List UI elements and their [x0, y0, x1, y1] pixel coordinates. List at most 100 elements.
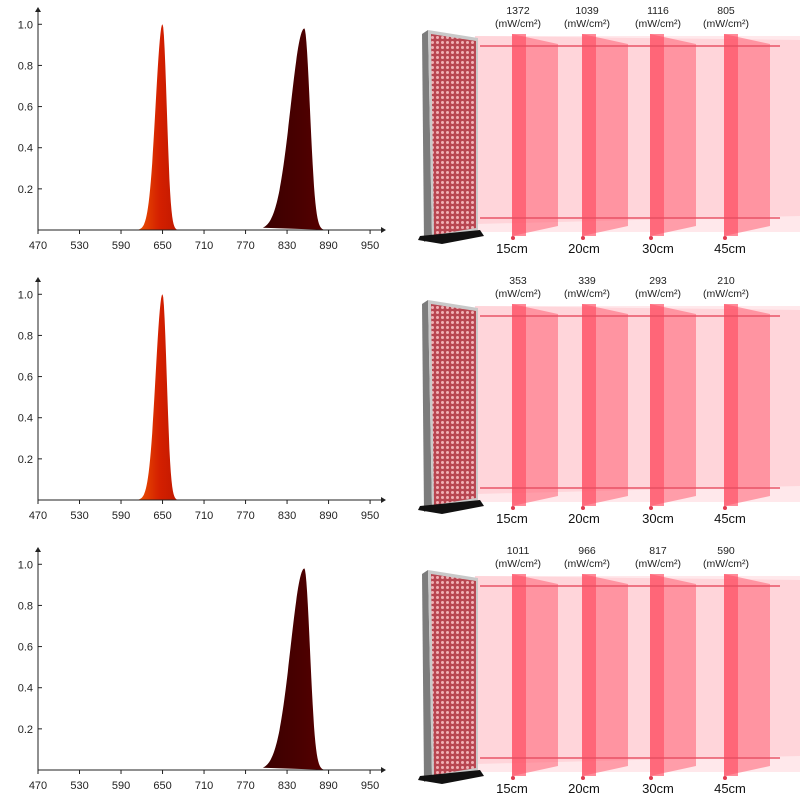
distance-label: 20cm: [568, 781, 600, 796]
distance-marker: [649, 236, 653, 240]
panel-stand: [418, 770, 484, 784]
x-tick-label: 770: [236, 780, 254, 792]
y-tick-label: 1.0: [18, 289, 33, 301]
irradiance-diagram: 1372 (mW/cm²) 1039 (mW/cm²) 1116 (mW/cm²) 805(…: [400, 0, 800, 266]
spectrum-svg: 470 530 590 650 710 770 830 890 950 0.2 0.4 0.6 0.8 1…: [18, 277, 386, 522]
irradiance-value: 1011: [507, 545, 530, 557]
x-tick-label: 590: [112, 510, 130, 522]
panel-stand: [418, 230, 484, 244]
x-tick-label: 470: [29, 240, 47, 252]
distance-plane: [649, 304, 696, 510]
irradiance-unit: (mW/cm²): [635, 558, 681, 570]
y-tick-label: 0.2: [18, 454, 33, 466]
distance-marker: [649, 506, 653, 510]
distance-plane: [581, 34, 628, 240]
irradiance-value: 353: [509, 275, 527, 287]
x-tick-label: 470: [29, 510, 47, 522]
x-tick-label: 890: [319, 780, 337, 792]
irradiance-value: 210: [717, 275, 735, 287]
x-tick-label: 710: [195, 780, 213, 792]
light-panel-image: [418, 570, 484, 784]
x-tick-label: 770: [236, 510, 254, 522]
distance-marker: [511, 506, 515, 510]
panel-row-1: 470 530 590 650 710 770 830 890 950 0.2 0.4 0.6 0.8 1…: [0, 0, 800, 266]
spectrum-peak-area: [262, 28, 332, 231]
x-tick-label: 950: [361, 780, 379, 792]
x-tick-label: 530: [70, 780, 88, 792]
distance-marker: [723, 776, 727, 780]
y-tick-label: 1.0: [18, 19, 33, 31]
x-axis-arrow: [381, 227, 386, 233]
y-tick-label: 0.4: [18, 143, 33, 155]
x-axis-arrow: [381, 767, 386, 773]
x-tick-label: 890: [319, 510, 337, 522]
y-tick-label: 0.6: [18, 102, 33, 114]
x-tick-label: 590: [112, 780, 130, 792]
x-tick-label: 530: [70, 240, 88, 252]
y-tick-label: 0.4: [18, 683, 33, 695]
y-axis-arrow: [35, 547, 41, 552]
irradiance-value: 1116: [647, 5, 669, 17]
panel-row-2: 470 530 590 650 710 770 830 890 950 0.2 0.4 0.6 0.8 1…: [0, 270, 800, 536]
x-tick-label: 710: [195, 510, 213, 522]
irradiance-value: 339: [578, 275, 596, 287]
irradiance-value: 1372: [506, 5, 530, 17]
y-tick-label: 0.6: [18, 642, 33, 654]
x-axis-arrow: [381, 497, 386, 503]
distance-marker: [581, 236, 585, 240]
x-tick-label: 950: [361, 510, 379, 522]
irradiance-unit: (mW/cm²): [495, 288, 541, 300]
irradiance-value: 293: [649, 275, 667, 287]
irradiance-unit: (mW/cm²): [703, 288, 749, 300]
irradiance-value: 1039: [575, 5, 599, 17]
irradiance-svg: 353(mW/cm²)339(mW/cm²)293(mW/cm²)210(mW/…: [418, 275, 800, 526]
distance-plane: [649, 574, 696, 780]
x-tick-label: 650: [153, 510, 171, 522]
y-tick-label: 0.2: [18, 724, 33, 736]
irradiance-value: 966: [578, 545, 596, 557]
irradiance-svg: 1372(mW/cm²)1039(mW/cm²)1116(mW/cm²)805(…: [418, 5, 800, 256]
spectrum-chart: 470 530 590 650 710 770 830 890 950 0.2 0.4 0.6 0.8 1…: [0, 0, 400, 266]
x-tick-label: 890: [319, 240, 337, 252]
y-tick-label: 0.8: [18, 330, 33, 342]
x-tick-label: 950: [361, 240, 379, 252]
distance-plane: [581, 304, 628, 510]
spectrum-chart: 470 530 590 650 710 770 830 890 950 0.2 0.4 0.6 0.8 1…: [0, 540, 400, 806]
irradiance-unit: (mW/cm²): [495, 18, 541, 30]
spectrum-svg: 470 530 590 650 710 770 830 890 950 0.2 0.4 0.6 0.8 1…: [18, 7, 386, 252]
x-tick-label: 590: [112, 240, 130, 252]
distance-label: 15cm: [496, 511, 528, 526]
distance-label: 45cm: [714, 781, 746, 796]
y-tick-label: 0.8: [18, 60, 33, 72]
y-tick-label: 0.6: [18, 372, 33, 384]
distance-plane: [581, 574, 628, 780]
distance-marker: [581, 776, 585, 780]
x-tick-label: 650: [153, 780, 171, 792]
distance-label: 20cm: [568, 511, 600, 526]
spectrum-peak-area: [262, 568, 332, 770]
x-tick-label: 710: [195, 240, 213, 252]
irradiance-diagram: 353 (mW/cm²) 339 (mW/cm²) 293 (mW/cm²) 210 (mW/…: [400, 270, 800, 536]
distance-marker: [581, 506, 585, 510]
distance-label: 15cm: [496, 781, 528, 796]
irradiance-svg: 1011(mW/cm²)966(mW/cm²)817(mW/cm²)590(mW…: [418, 545, 800, 796]
distance-plane: [723, 304, 770, 510]
irradiance-unit: (mW/cm²): [564, 18, 610, 30]
x-tick-label: 830: [278, 780, 296, 792]
irradiance-unit: (mW/cm²): [635, 288, 681, 300]
distance-plane: [511, 574, 558, 780]
distance-label: 30cm: [642, 781, 674, 796]
x-tick-label: 470: [29, 780, 47, 792]
distance-plane: [723, 574, 770, 780]
distance-plane: [649, 34, 696, 240]
distance-marker: [511, 236, 515, 240]
x-tick-label: 530: [70, 510, 88, 522]
distance-label: 30cm: [642, 511, 674, 526]
y-axis-arrow: [35, 277, 41, 282]
irradiance-diagram: 1011 (mW/cm²) 966 (mW/cm²) 817 (mW/cm²) 590 (mW…: [400, 540, 800, 806]
spectrum-peak-area: [121, 24, 191, 230]
irradiance-value: 590: [717, 545, 735, 557]
distance-plane: [511, 34, 558, 240]
irradiance-value: 817: [649, 545, 667, 557]
spectrum-chart: 470 530 590 650 710 770 830 890 950 0.2 0.4 0.6 0.8 1…: [0, 270, 400, 536]
